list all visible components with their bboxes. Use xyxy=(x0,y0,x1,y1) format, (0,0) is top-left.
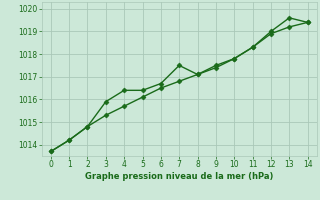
X-axis label: Graphe pression niveau de la mer (hPa): Graphe pression niveau de la mer (hPa) xyxy=(85,172,273,181)
